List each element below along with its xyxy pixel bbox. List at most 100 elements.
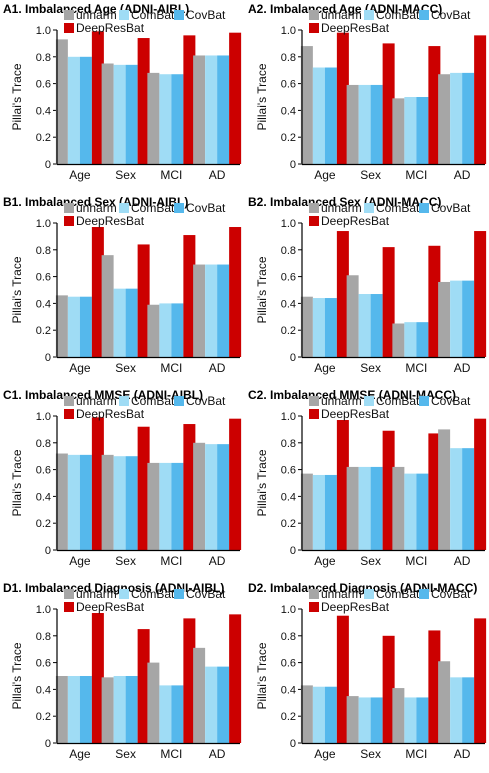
x-tick-label: Age xyxy=(314,554,336,568)
bar-ComBat-Age xyxy=(312,686,325,743)
bar-CovBat-Sex xyxy=(370,466,383,550)
bar-DeepResBat-MCI xyxy=(183,424,196,550)
legend-swatch-CovBat xyxy=(174,589,184,599)
bar-CovBat-Age xyxy=(79,454,92,550)
legend-swatch-unharm xyxy=(64,589,74,599)
bar-DeepResBat-AD xyxy=(229,32,242,165)
bar-ComBat-MCI xyxy=(159,685,172,743)
x-tick-label: Age xyxy=(69,361,91,375)
bar-DeepResBat-Age xyxy=(91,227,104,357)
legend-swatch-ComBat xyxy=(364,589,374,599)
bar-DeepResBat-MCI xyxy=(428,245,441,357)
y-axis-label: Pillai's Trace xyxy=(255,256,269,323)
legend-swatch-DeepResBat xyxy=(64,216,74,226)
chart-panel-d1: D1. Imbalanced Diagnosis (ADNI-AIBL) Pill… xyxy=(0,579,244,772)
legend-label-DeepResBat: DeepResBat xyxy=(76,214,145,228)
bar-ComBat-MCI xyxy=(404,322,417,357)
chart-svg: B1. Imbalanced Sex (ADNI-AIBL) Pillai's T… xyxy=(3,195,242,375)
chart-title: C2. Imbalanced MMSE (ADNI-MACC) xyxy=(248,388,456,402)
chart-title: A1. Imbalanced Age (ADNI-AIBL) xyxy=(3,2,189,16)
bar-ComBat-Age xyxy=(67,454,80,550)
bar-unharm-Sex xyxy=(346,84,359,164)
bar-ComBat-AD xyxy=(450,677,463,743)
bar-unharm-MCI xyxy=(147,462,160,550)
bar-unharm-AD xyxy=(438,74,451,164)
bar-unharm-Age xyxy=(55,295,68,357)
bar-ComBat-MCI xyxy=(159,74,172,164)
bar-CovBat-Sex xyxy=(125,456,138,550)
bar-ComBat-AD xyxy=(450,72,463,164)
legend-swatch-CovBat xyxy=(174,396,184,406)
x-tick-label: AD xyxy=(454,361,471,375)
bar-DeepResBat-AD xyxy=(229,227,242,357)
bar-ComBat-Sex xyxy=(113,676,126,743)
x-tick-label: Sex xyxy=(115,361,136,375)
x-tick-label: MCI xyxy=(405,361,427,375)
bar-unharm-AD xyxy=(438,429,451,550)
bar-ComBat-Age xyxy=(67,676,80,743)
y-tick-label: 1.0 xyxy=(281,218,296,230)
y-tick-label: 0.2 xyxy=(36,711,51,723)
legend-label-CovBat: CovBat xyxy=(186,587,226,601)
y-tick-label: 1.0 xyxy=(281,25,296,37)
legend-swatch-unharm xyxy=(309,10,319,20)
legend-swatch-unharm xyxy=(309,203,319,213)
bar-CovBat-AD xyxy=(217,666,230,743)
legend-swatch-CovBat xyxy=(419,589,429,599)
bar-CovBat-Age xyxy=(79,296,92,357)
y-axis-label: Pillai's Trace xyxy=(255,449,269,516)
legend-swatch-ComBat xyxy=(119,396,129,406)
y-tick-label: 0.6 xyxy=(36,272,51,284)
x-tick-label: MCI xyxy=(160,747,182,761)
chart-panel-c1: C1. Imbalanced MMSE (ADNI-AIBL) Pillai's … xyxy=(0,386,244,579)
bar-CovBat-AD xyxy=(217,444,230,550)
bar-unharm-AD xyxy=(193,442,206,550)
y-tick-label: 0 xyxy=(45,738,51,750)
bar-CovBat-AD xyxy=(217,264,230,357)
bar-ComBat-MCI xyxy=(404,697,417,743)
legend-label-unharm: unharm xyxy=(321,201,362,215)
bar-unharm-Sex xyxy=(101,454,114,550)
bar-CovBat-Sex xyxy=(125,676,138,743)
legend-swatch-DeepResBat xyxy=(309,409,319,419)
y-tick-label: 0.8 xyxy=(36,52,51,64)
y-tick-label: 0.8 xyxy=(36,438,51,450)
bar-ComBat-Age xyxy=(67,296,80,357)
chart-title: A2. Imbalanced Age (ADNI-MACC) xyxy=(248,2,442,16)
bar-DeepResBat-MCI xyxy=(183,235,196,357)
bar-CovBat-AD xyxy=(462,677,475,743)
x-tick-label: AD xyxy=(209,168,226,182)
legend-label-CovBat: CovBat xyxy=(186,201,226,215)
bar-CovBat-Sex xyxy=(125,288,138,357)
bar-unharm-AD xyxy=(438,281,451,357)
legend-label-CovBat: CovBat xyxy=(431,201,471,215)
legend-swatch-DeepResBat xyxy=(64,409,74,419)
x-tick-label: MCI xyxy=(160,168,182,182)
x-tick-label: AD xyxy=(454,554,471,568)
bar-CovBat-MCI xyxy=(171,462,184,550)
bar-DeepResBat-AD xyxy=(474,231,487,357)
bar-unharm-Age xyxy=(55,676,68,743)
bar-unharm-Sex xyxy=(101,63,114,164)
legend-swatch-ComBat xyxy=(364,10,374,20)
legend-label-CovBat: CovBat xyxy=(186,8,226,22)
chart-panel-c2: C2. Imbalanced MMSE (ADNI-MACC) Pillai's … xyxy=(245,386,489,579)
y-tick-label: 0.6 xyxy=(281,658,296,670)
chart-title: B1. Imbalanced Sex (ADNI-AIBL) xyxy=(3,195,188,209)
chart-svg: B2. Imbalanced Sex (ADNI-MACC) Pillai's T… xyxy=(248,195,487,375)
legend-swatch-ComBat xyxy=(119,589,129,599)
legend-label-DeepResBat: DeepResBat xyxy=(321,407,390,421)
bar-DeepResBat-Age xyxy=(336,615,349,743)
bar-ComBat-AD xyxy=(205,444,218,550)
bar-CovBat-Sex xyxy=(370,84,383,164)
legend-label-unharm: unharm xyxy=(76,8,117,22)
chart-panel-a1: A1. Imbalanced Age (ADNI-AIBL) Pillai's T… xyxy=(0,0,244,193)
bar-unharm-MCI xyxy=(392,323,405,357)
y-tick-label: 0.4 xyxy=(281,684,296,696)
legend-label-unharm: unharm xyxy=(321,587,362,601)
y-tick-label: 0 xyxy=(45,545,51,557)
bar-DeepResBat-Sex xyxy=(137,426,150,550)
bar-CovBat-MCI xyxy=(416,473,429,550)
bar-ComBat-Sex xyxy=(113,456,126,550)
bar-CovBat-MCI xyxy=(171,74,184,164)
